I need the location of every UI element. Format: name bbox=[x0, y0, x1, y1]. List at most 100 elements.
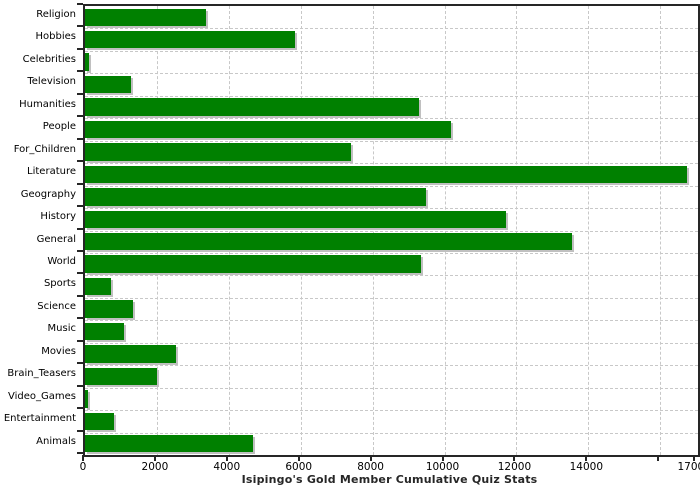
y-axis-label: Animals bbox=[36, 435, 76, 447]
y-axis-tick-mark bbox=[77, 47, 83, 50]
bar-people bbox=[85, 120, 452, 139]
x-axis-tick-label: 17000 bbox=[677, 461, 700, 473]
y-axis-tick-mark bbox=[77, 137, 83, 140]
y-axis-label: Literature bbox=[27, 166, 76, 178]
x-axis-tick-mark bbox=[82, 455, 84, 461]
x-axis-tick-mark bbox=[441, 455, 444, 461]
y-axis-label: For_Children bbox=[13, 143, 76, 155]
bar-geography bbox=[85, 188, 426, 206]
vertical-gridline bbox=[156, 6, 158, 455]
x-axis-tick-label: 12000 bbox=[497, 461, 532, 473]
horizontal-gridline bbox=[85, 320, 698, 322]
x-axis-tick-mark bbox=[513, 455, 516, 461]
y-axis-label: Humanities bbox=[19, 98, 76, 110]
bar-for_children bbox=[85, 143, 351, 161]
vertical-gridline bbox=[300, 6, 302, 455]
y-axis-label: World bbox=[47, 255, 76, 267]
y-axis-label: Geography bbox=[20, 188, 76, 200]
x-axis-tick-mark bbox=[657, 455, 660, 461]
y-axis-label: Science bbox=[37, 300, 76, 312]
horizontal-gridline bbox=[85, 73, 698, 75]
horizontal-gridline bbox=[85, 297, 698, 299]
vertical-gridline bbox=[516, 6, 518, 455]
y-axis-tick-mark bbox=[77, 407, 83, 410]
x-axis-tick-mark bbox=[225, 455, 228, 461]
vertical-gridline bbox=[228, 6, 230, 455]
horizontal-gridline bbox=[85, 118, 698, 120]
y-axis-tick-mark bbox=[77, 339, 83, 342]
y-axis-tick-mark bbox=[77, 452, 83, 454]
horizontal-gridline bbox=[85, 208, 698, 210]
bar-movies bbox=[85, 345, 176, 363]
y-axis-label: Television bbox=[27, 76, 76, 88]
horizontal-gridline bbox=[85, 95, 698, 97]
y-axis-label: Video_Games bbox=[8, 390, 76, 402]
horizontal-gridline bbox=[85, 230, 698, 232]
y-axis-label: People bbox=[42, 121, 76, 133]
bar-world bbox=[85, 255, 421, 273]
y-axis-tick-mark bbox=[77, 70, 83, 73]
vertical-gridline bbox=[372, 6, 374, 455]
bar-science bbox=[85, 300, 133, 318]
horizontal-gridline bbox=[85, 342, 698, 344]
y-axis-tick-mark bbox=[77, 3, 83, 5]
y-axis-tick-mark bbox=[77, 115, 83, 118]
vertical-gridline bbox=[444, 6, 446, 455]
horizontal-gridline bbox=[85, 365, 698, 367]
bar-celebrities bbox=[85, 53, 90, 71]
x-axis-tick-label: 8000 bbox=[357, 461, 384, 473]
x-axis-tick-label: 0 bbox=[79, 461, 87, 473]
y-axis-tick-mark bbox=[77, 317, 83, 320]
bar-literature bbox=[85, 165, 687, 184]
bar-humanities bbox=[85, 98, 419, 116]
x-axis-tick-label: 2000 bbox=[141, 461, 169, 473]
y-axis-label: Entertainment bbox=[3, 413, 76, 425]
y-axis-label: Movies bbox=[41, 345, 76, 357]
horizontal-gridline bbox=[85, 163, 698, 165]
y-axis-label: Celebrities bbox=[22, 53, 76, 65]
y-axis-label: History bbox=[40, 211, 76, 223]
x-axis-tick-label: 10000 bbox=[425, 461, 460, 473]
horizontal-gridline bbox=[85, 185, 698, 187]
bar-hobbies bbox=[85, 30, 295, 49]
y-axis-tick-mark bbox=[77, 160, 83, 163]
horizontal-gridline bbox=[85, 410, 698, 412]
y-axis-label: Religion bbox=[36, 9, 76, 20]
y-axis-label: Music bbox=[47, 323, 76, 335]
bar-religion bbox=[85, 8, 206, 26]
x-axis-tick-mark bbox=[297, 455, 300, 461]
x-axis-tick-label: 4000 bbox=[213, 461, 241, 473]
horizontal-gridline bbox=[85, 28, 698, 30]
bar-history bbox=[85, 210, 507, 228]
bar-television bbox=[85, 75, 132, 94]
x-axis-tick-mark bbox=[153, 455, 156, 461]
y-axis-tick-mark bbox=[77, 429, 83, 432]
horizontal-gridline bbox=[85, 50, 698, 52]
y-axis-label: Sports bbox=[43, 278, 76, 290]
y-axis-tick-mark bbox=[77, 384, 83, 387]
x-axis-tick-label: 6000 bbox=[285, 461, 313, 473]
horizontal-gridline bbox=[85, 275, 698, 277]
plot-area bbox=[83, 4, 700, 457]
y-axis-label: Hobbies bbox=[35, 31, 76, 43]
y-axis-tick-mark bbox=[77, 25, 83, 28]
x-axis-tick-mark bbox=[369, 455, 372, 461]
y-axis-tick-mark bbox=[77, 227, 83, 230]
y-axis-tick-mark bbox=[77, 294, 83, 297]
bar-video_games bbox=[85, 390, 89, 408]
y-axis-label: Brain_Teasers bbox=[7, 368, 76, 380]
x-axis-tick-mark bbox=[585, 455, 588, 461]
horizontal-gridline bbox=[85, 252, 698, 254]
horizontal-gridline bbox=[85, 387, 698, 389]
chart-title: Isipingo's Gold Member Cumulative Quiz S… bbox=[241, 473, 538, 486]
y-axis-label: General bbox=[36, 233, 76, 245]
y-axis-tick-mark bbox=[77, 249, 83, 252]
y-axis-tick-mark bbox=[77, 272, 83, 275]
bar-music bbox=[85, 322, 125, 341]
y-axis-tick-mark bbox=[77, 205, 83, 208]
y-axis-tick-mark bbox=[77, 182, 83, 185]
y-axis-tick-mark bbox=[77, 362, 83, 365]
x-axis-tick-mark bbox=[693, 455, 696, 461]
y-axis-tick-mark bbox=[77, 92, 83, 95]
